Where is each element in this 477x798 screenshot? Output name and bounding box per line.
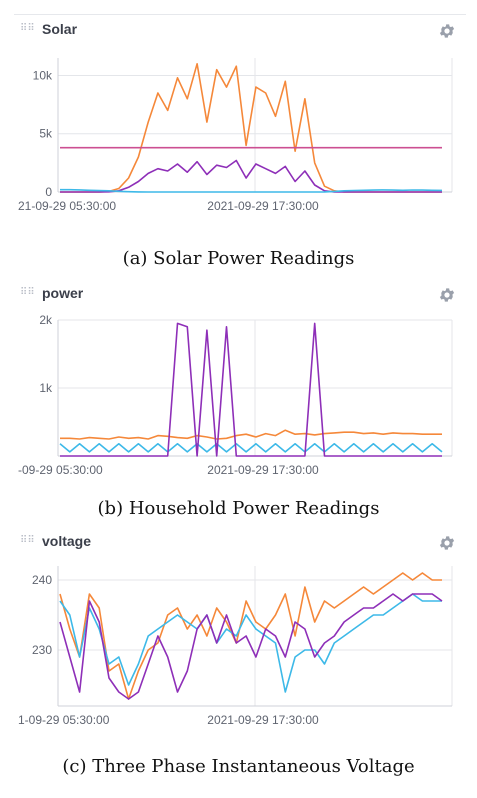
series-line-orange	[59, 572, 442, 700]
series-line-blue	[60, 188, 443, 193]
gear-icon[interactable]	[438, 286, 456, 304]
gear-icon[interactable]	[438, 534, 456, 552]
series-line-orange	[60, 62, 442, 193]
series-line-purple	[60, 159, 442, 193]
caption-power: (b) Household Power Readings	[97, 498, 380, 519]
voltage-panel: ⠿⠿ voltage 240 230 1-09-29 05:30:00 2021-09…	[14, 530, 466, 740]
series-line-blue	[59, 593, 442, 693]
x-tick-label: 21-09-29 05:30:00	[18, 199, 116, 213]
y-tick-label: 1k	[39, 381, 53, 395]
panel-header: ⠿⠿ voltage	[14, 530, 466, 554]
y-tick-label: 10k	[33, 68, 53, 82]
solar-chart: 10k 5k 021-09-29 05:30:00 2021-09-29 17:30:…	[18, 58, 453, 213]
drag-handle-icon[interactable]: ⠿⠿	[20, 23, 35, 34]
series-line-purple	[59, 593, 443, 700]
top-divider	[14, 14, 466, 15]
panel-header: ⠿⠿ power	[14, 282, 466, 306]
x-tick-label: 1-09-29 05:30:00	[18, 713, 110, 727]
power-chart: 2k 1k -09-29 05:30:00 2021-09-29 17:30:00	[18, 313, 453, 477]
y-tick-label: 5k	[39, 127, 53, 141]
x-tick-label: -09-29 05:30:00	[18, 463, 103, 477]
panel-title: Solar	[42, 21, 78, 37]
gear-icon[interactable]	[438, 22, 456, 40]
series-line-blue	[59, 443, 443, 453]
panel-title: power	[42, 285, 84, 301]
x-tick-label: 2021-09-29 17:30:00	[207, 713, 319, 727]
series-line-orange	[60, 429, 442, 440]
panel-header: ⠿⠿ Solar	[14, 18, 466, 42]
panel-title: voltage	[42, 533, 92, 549]
solar-panel: ⠿⠿ Solar 10k 5k 0 21-09-29 05:30:00 2021-09-…	[14, 18, 466, 228]
power-panel: ⠿⠿ power 2k 1k -09-29 05:30:00 2021-09-29 1…	[14, 282, 466, 482]
caption-solar: (a) Solar Power Readings	[122, 248, 355, 269]
y-tick-label: 2k	[39, 313, 53, 327]
x-tick-label: 2021-09-29 17:30:00	[207, 463, 319, 477]
x-tick-label: 2021-09-29 17:30:00	[207, 199, 319, 213]
drag-handle-icon[interactable]: ⠿⠿	[20, 535, 35, 546]
series-line-purple	[60, 322, 442, 457]
caption-voltage: (c) Three Phase Instantaneous Voltage	[62, 756, 415, 777]
voltage-chart: 240 230 1-09-29 05:30:00 2021-09-29 17:30:0…	[18, 566, 453, 727]
y-tick-label: 230	[32, 643, 52, 657]
drag-handle-icon[interactable]: ⠿⠿	[20, 287, 35, 298]
y-tick-label: 0	[45, 185, 52, 199]
y-tick-label: 240	[32, 573, 52, 587]
